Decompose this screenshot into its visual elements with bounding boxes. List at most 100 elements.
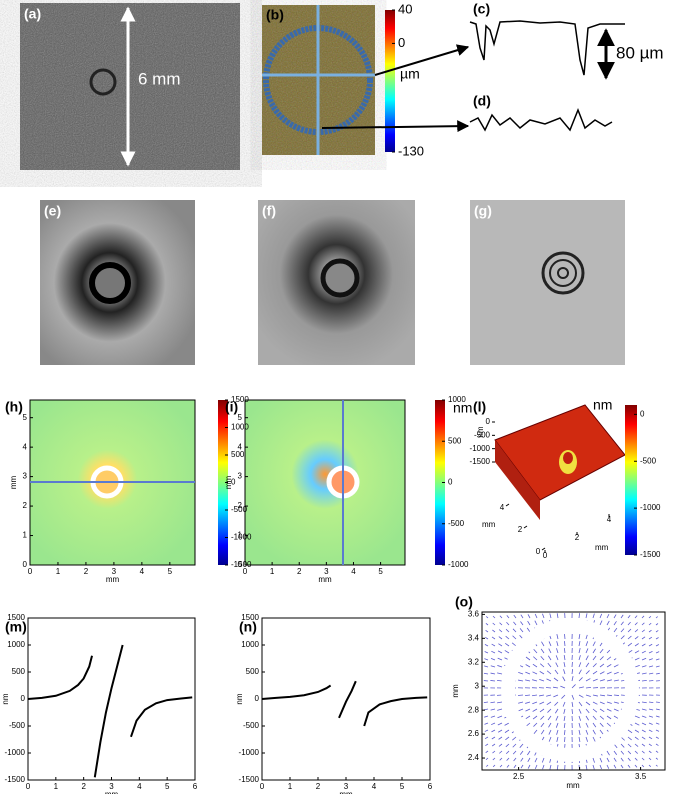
vector [554, 669, 559, 675]
vector [490, 701, 496, 704]
vector [547, 662, 552, 668]
y-tick-label: 4 [500, 503, 505, 512]
vector [512, 750, 517, 755]
z-label: nm [476, 426, 485, 437]
vector [512, 628, 517, 633]
vector [634, 722, 640, 726]
vector [620, 621, 624, 626]
vector [491, 643, 496, 647]
vector [504, 729, 510, 733]
vector [506, 622, 510, 626]
x-tick-label: 6 [428, 782, 433, 791]
vector [499, 622, 503, 626]
vector [599, 663, 605, 668]
vector [655, 708, 660, 711]
vector [485, 636, 489, 640]
vector [641, 643, 646, 647]
vector [513, 614, 517, 619]
vector [546, 694, 552, 697]
vector [599, 764, 602, 770]
tick-mark [523, 525, 528, 529]
vector [599, 708, 605, 713]
vector [534, 764, 538, 770]
z-tick-label: -500 [474, 430, 491, 439]
colorbar-tick-label: -1500 [231, 560, 252, 569]
vector [563, 729, 566, 736]
vector [525, 656, 531, 661]
vector [641, 750, 645, 754]
vector [585, 686, 592, 689]
vector [627, 750, 632, 755]
vector [655, 637, 659, 640]
x-tick-label: 0 [243, 567, 248, 576]
vector [519, 743, 524, 748]
colorbar [385, 10, 395, 152]
x-tick-label: 4 [372, 782, 377, 791]
vector [606, 664, 612, 668]
vector [648, 743, 652, 747]
y-tick-label: -1000 [239, 748, 260, 757]
vector [540, 729, 545, 735]
vector [564, 640, 566, 647]
vector [648, 701, 654, 704]
vector [578, 662, 582, 668]
y-tick-label: 0 [536, 547, 541, 556]
vector [497, 701, 503, 704]
vector [599, 613, 603, 619]
vector [599, 701, 605, 705]
colorbar-tick-label: 1500 [231, 395, 249, 404]
vector [499, 615, 503, 619]
panel-label: (a) [24, 6, 41, 22]
vector [497, 650, 503, 654]
vector [655, 672, 660, 675]
y-tick-label: 3.4 [468, 633, 480, 642]
unit: nm [453, 400, 472, 416]
vector [497, 665, 503, 668]
vector [498, 736, 503, 740]
vector [641, 729, 646, 733]
vector [655, 665, 660, 668]
vector [648, 651, 653, 654]
vector [585, 655, 589, 661]
x-tick-label: 1 [56, 567, 61, 576]
y-tick-label: 4 [238, 442, 243, 451]
colorbar-tick-label: 0 [448, 478, 453, 487]
vector [525, 664, 531, 668]
vector [485, 629, 489, 633]
vector [492, 750, 496, 754]
vector [641, 680, 647, 682]
bump [563, 452, 573, 464]
vector [534, 613, 538, 619]
vector [549, 613, 552, 619]
unit: µm [400, 66, 420, 82]
vector [599, 656, 604, 661]
colorbar-tick-label: -1000 [448, 560, 469, 569]
vector [648, 708, 654, 711]
colorbar-tick-label: 1000 [231, 423, 249, 432]
vector [525, 715, 531, 720]
vector [585, 641, 589, 647]
vector [492, 764, 496, 768]
vector [532, 708, 538, 712]
vector [641, 701, 647, 704]
vector [531, 694, 538, 697]
vector [641, 672, 647, 675]
vector [641, 622, 645, 626]
vector [556, 641, 559, 647]
vector [484, 651, 489, 654]
vector [527, 750, 531, 756]
vector [553, 694, 559, 698]
vector [613, 679, 619, 682]
vector [641, 650, 646, 654]
y-tick-label: 0 [23, 560, 28, 569]
vector [599, 729, 604, 735]
y-tick-label: 1 [238, 531, 243, 540]
y-tick-label: 5 [238, 413, 243, 422]
y-tick-label: 3.6 [468, 610, 480, 619]
x-tick-label: 1 [54, 782, 59, 791]
ring [557, 267, 569, 279]
colorbar [218, 400, 228, 565]
y-label: mm [224, 476, 233, 490]
y-tick-label: -1500 [5, 775, 26, 784]
vector [506, 764, 510, 768]
